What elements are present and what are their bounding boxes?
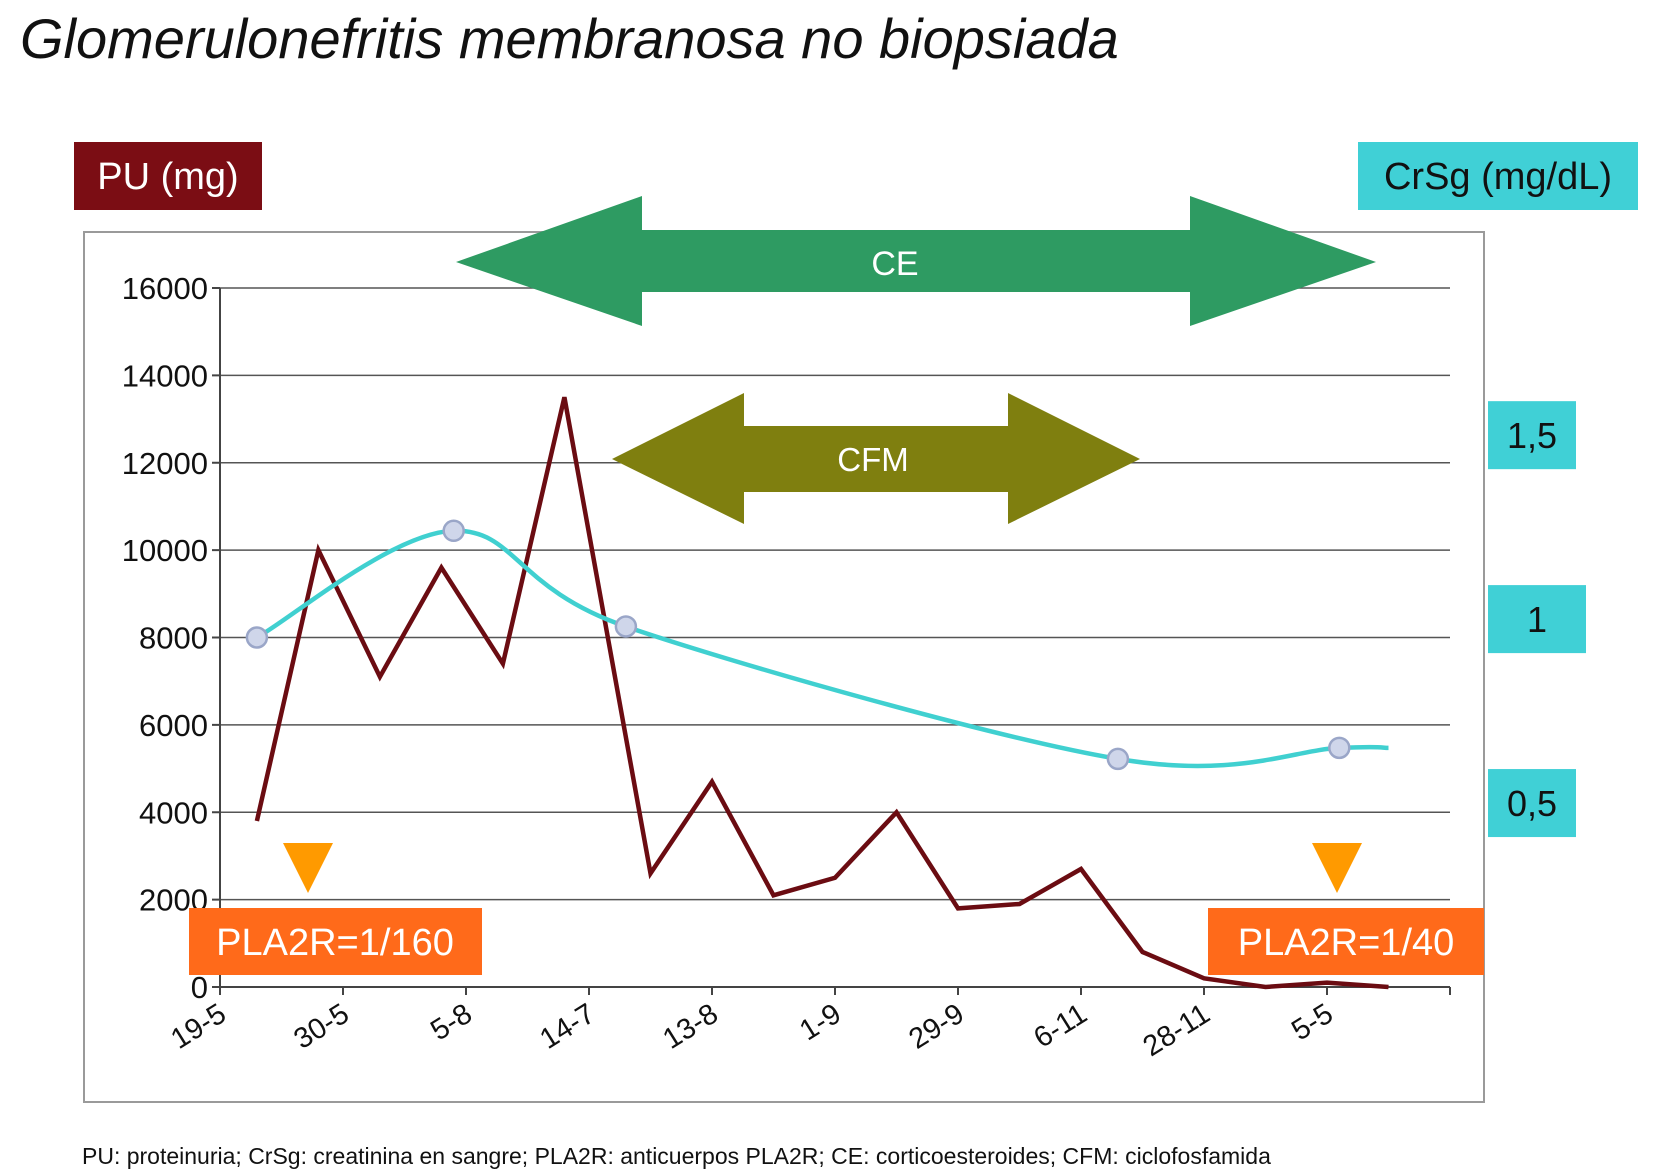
right-tick-box bbox=[1488, 769, 1576, 838]
y-tick-label: 10000 bbox=[122, 533, 208, 568]
y-tick-label: 14000 bbox=[122, 358, 208, 393]
pla2r-box-right bbox=[1208, 908, 1484, 975]
y-tick-label: 4000 bbox=[139, 795, 208, 830]
crsg-point bbox=[245, 626, 269, 649]
right-axis-label: CrSg (mg/dL) bbox=[1384, 156, 1612, 198]
right-tick-label: 1 bbox=[1527, 599, 1547, 640]
pla2r-label-right: PLA2R=1/40 bbox=[1238, 922, 1455, 964]
series-pu bbox=[254, 396, 1389, 990]
right-tick-label: 0,5 bbox=[1507, 783, 1557, 824]
ce-arrow-label: CE bbox=[871, 245, 918, 283]
right-tick-label: 1,5 bbox=[1507, 415, 1557, 456]
crsg-line bbox=[255, 528, 1389, 769]
right-axis-ticks: 1,5 1 0,5 bbox=[1488, 401, 1586, 838]
crsg-point bbox=[442, 519, 465, 543]
pu-line bbox=[254, 396, 1389, 990]
series-crsg bbox=[245, 519, 1389, 771]
crsg-point bbox=[1106, 747, 1130, 771]
crsg-point bbox=[1328, 736, 1351, 760]
y-tick-label: 0 bbox=[191, 970, 208, 1005]
y-tick-label: 12000 bbox=[122, 446, 208, 481]
y-tick-label: 8000 bbox=[139, 621, 208, 656]
crsg-point bbox=[614, 615, 638, 638]
right-tick-box bbox=[1488, 585, 1586, 654]
cfm-arrow-label: CFM bbox=[837, 441, 908, 478]
cfm-arrow: CFM bbox=[612, 393, 1140, 524]
pla2r-box-left bbox=[189, 908, 482, 975]
pla2r-marker-triangle-right bbox=[1312, 843, 1362, 893]
footnote: PU: proteinuria; CrSg: creatinina en san… bbox=[82, 1143, 1271, 1169]
y-tick-label: 16000 bbox=[122, 271, 208, 306]
right-tick-box bbox=[1488, 401, 1576, 470]
pla2r-label-left: PLA2R=1/160 bbox=[216, 922, 454, 964]
y-tick-label: 6000 bbox=[139, 708, 208, 743]
cfm-arrow-shape bbox=[612, 393, 1140, 524]
page-title: Glomerulonefritis membranosa no biopsiad… bbox=[20, 7, 1119, 70]
left-axis-label: PU (mg) bbox=[97, 156, 238, 198]
pla2r-marker-triangle-left bbox=[283, 843, 333, 893]
left-axis-label-box bbox=[74, 142, 262, 210]
ce-arrow: CE bbox=[456, 196, 1376, 326]
ce-arrow-shape bbox=[456, 196, 1376, 326]
right-axis-label-box bbox=[1358, 142, 1638, 210]
